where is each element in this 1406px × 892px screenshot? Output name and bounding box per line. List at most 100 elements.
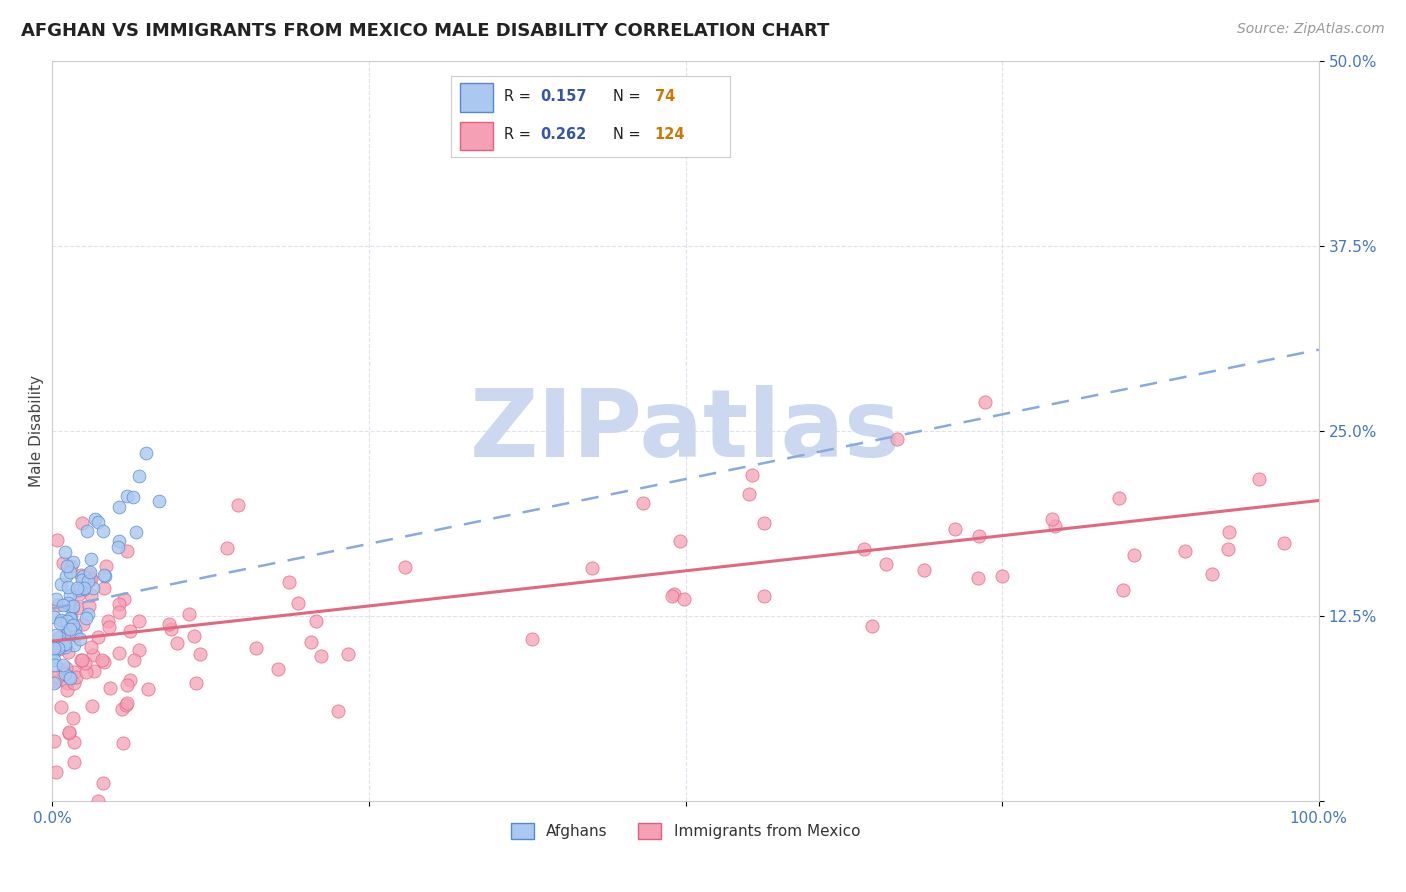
Point [76,574,98,588]
Point [120,624,142,639]
Point [77,599,100,614]
Point [59,588,82,602]
Point [860,619,883,633]
Point [87,515,110,529]
Point [49,616,72,631]
Point [128,468,150,483]
Point [299,635,322,649]
Point [70,573,93,587]
Point [42,610,65,624]
Point [49,700,72,714]
Point [72,569,94,583]
Point [53,667,76,681]
Point [93,568,115,582]
Point [56,625,79,640]
Point [53,637,76,651]
Point [82,698,104,713]
Point [77,607,100,622]
Point [73,582,96,597]
Point [87,794,110,808]
Point [98,681,121,696]
Point [215,541,238,555]
Point [75,610,97,624]
Point [56,596,79,610]
Point [1122,548,1144,562]
Point [52,638,75,652]
Point [48,636,70,650]
Point [66,582,89,597]
Point [115,678,138,692]
Point [53,640,76,655]
Point [86,630,108,644]
Point [45,765,67,780]
Point [70,653,93,667]
Point [62,626,84,640]
Point [97,614,120,628]
Point [55,675,77,690]
Point [53,545,76,559]
Point [63,622,86,636]
Point [183,629,205,643]
Point [973,395,995,409]
Point [661,589,683,603]
Point [58,645,80,659]
Point [112,736,135,750]
Point [108,605,131,619]
Point [226,498,249,512]
Point [157,616,180,631]
Point [245,641,267,656]
Point [943,522,966,536]
Point [63,665,86,679]
Point [82,581,104,595]
Point [56,580,79,594]
Point [668,534,690,549]
Text: AFGHAN VS IMMIGRANTS FROM MEXICO MALE DISABILITY CORRELATION CHART: AFGHAN VS IMMIGRANTS FROM MEXICO MALE DI… [21,22,830,40]
Point [886,432,908,446]
Point [1043,518,1066,533]
Point [62,599,84,614]
Point [60,616,83,631]
Point [752,516,775,530]
Point [115,698,138,713]
Point [631,496,654,510]
Point [91,524,114,538]
Point [77,566,100,581]
Point [108,597,131,611]
Point [311,648,333,663]
Point [98,620,121,634]
Point [48,631,70,645]
Point [108,533,131,548]
Point [44,645,66,659]
Point [56,615,79,629]
Point [52,665,75,679]
Point [107,646,129,660]
Point [853,541,876,556]
Point [58,565,80,579]
Point [58,726,80,740]
Point [45,673,67,688]
Point [1201,567,1223,582]
Point [52,658,75,673]
Legend: Afghans, Immigrants from Mexico: Afghans, Immigrants from Mexico [505,817,866,845]
Point [56,559,79,574]
Point [122,653,145,667]
Point [66,582,89,596]
Point [1218,524,1240,539]
Point [63,638,86,652]
Point [83,512,105,526]
Point [66,601,89,615]
Point [967,571,990,585]
Point [80,572,103,586]
Text: Source: ZipAtlas.com: Source: ZipAtlas.com [1237,22,1385,37]
Point [48,635,70,649]
Point [60,559,83,574]
Point [72,617,94,632]
Point [62,735,84,749]
Point [48,640,70,654]
Point [46,640,69,655]
Point [65,628,87,642]
Point [138,681,160,696]
Y-axis label: Male Disability: Male Disability [30,375,44,487]
Point [875,558,897,572]
Point [42,653,65,667]
